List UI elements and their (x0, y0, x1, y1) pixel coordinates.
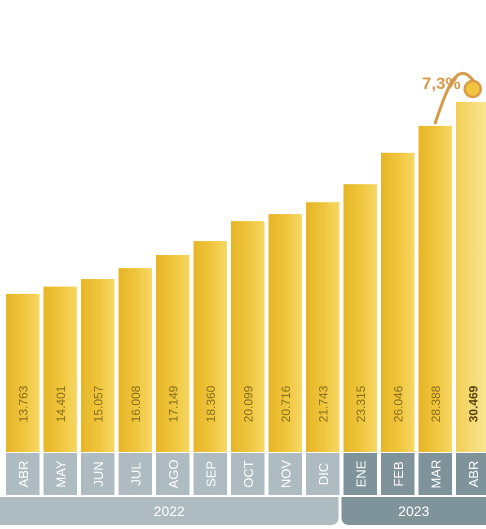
bar-value-label: 30.469 (466, 385, 480, 422)
bar-abr-0 (6, 293, 40, 452)
bar-value-label: 16.008 (129, 385, 143, 422)
bars-group: 13.763 14.401 15.057 16.008 17.149 18.360 20.0… (6, 102, 486, 453)
bar-may-1 (43, 286, 77, 452)
growth-arrow (433, 71, 475, 125)
year-axis: 2022 2023 (0, 497, 486, 525)
year-band-2023 (341, 497, 486, 525)
bar-nov-7 (268, 214, 302, 452)
month-cell (268, 453, 302, 495)
bar-value-label: 17.149 (166, 385, 180, 422)
bar-feb-10 (381, 152, 415, 452)
bar-value-label: 15.057 (91, 385, 105, 422)
month-cell (156, 453, 190, 495)
bar-value-label: 13.763 (16, 385, 30, 422)
month-cell (343, 453, 377, 495)
bar-value-label: 23.315 (354, 385, 368, 422)
growth-percent-label: 7,3% (422, 74, 461, 93)
bar-value-label: 26.046 (391, 385, 405, 422)
bar-ene-9 (343, 184, 377, 453)
month-cell (231, 453, 265, 495)
year-label: 2022 (154, 503, 185, 519)
month-cell (306, 453, 340, 495)
month-label: ENE (353, 460, 368, 487)
bar-value-label: 20.099 (241, 385, 255, 422)
bar-ago-4 (156, 255, 190, 452)
bar-value-label: 14.401 (54, 385, 68, 422)
bar-sep-5 (193, 241, 227, 452)
month-label: AGO (166, 460, 181, 489)
month-label: NOV (278, 460, 293, 489)
month-axis: ABR MAY JUN JUL AGO SEP OCT NOV DIC ENE FEB MAR ABR (6, 453, 486, 495)
month-cell (6, 453, 40, 495)
month-label: SEP (203, 461, 218, 487)
bar-value-label: 28.388 (429, 385, 443, 422)
month-label: ABR (466, 461, 481, 488)
bar-jul-3 (118, 268, 152, 452)
month-label: FEB (391, 461, 406, 486)
bar-mar-11 (418, 125, 452, 452)
month-label: JUN (91, 461, 106, 486)
month-cell (43, 453, 77, 495)
month-cell (118, 453, 152, 495)
month-cell (81, 453, 115, 495)
month-label: MAY (53, 460, 68, 488)
month-label: OCT (241, 460, 256, 488)
month-label: JUL (128, 462, 143, 485)
bar-value-label: 21.743 (316, 385, 330, 422)
bar-oct-6 (231, 221, 265, 452)
month-label: ABR (16, 461, 31, 488)
month-cell (193, 453, 227, 495)
growth-dot (463, 79, 482, 99)
month-cell (418, 453, 452, 495)
month-label: DIC (316, 463, 331, 485)
bar-value-label: 20.716 (279, 385, 293, 422)
month-cell (456, 453, 486, 495)
year-band-2022 (0, 497, 339, 525)
month-label: MAR (428, 460, 443, 489)
bar-jun-2 (81, 279, 115, 452)
month-cell (381, 453, 415, 495)
bar-dic-8 (306, 202, 340, 452)
year-label: 2023 (398, 503, 429, 519)
bar-value-label: 18.360 (204, 385, 218, 422)
growth-annotation: 7,3% (422, 71, 482, 125)
bar-abr-12 (456, 102, 486, 452)
